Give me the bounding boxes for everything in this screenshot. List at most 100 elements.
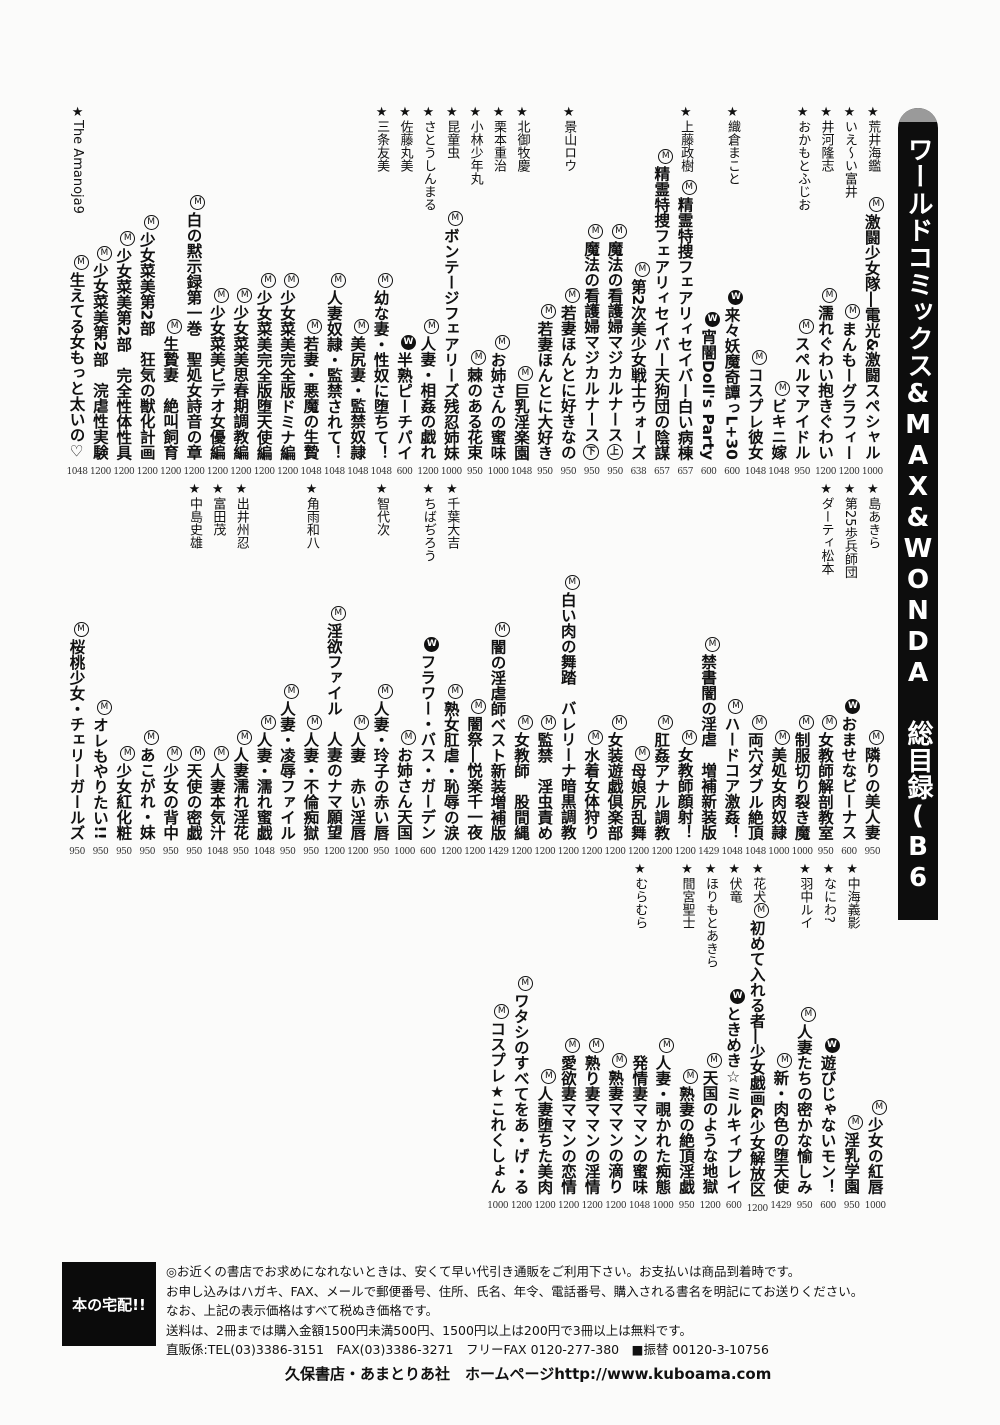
book-price: 1200 [651,847,673,857]
book-title-text: お姉さんの蜜味 [488,351,507,461]
catalog-entry: M愛欲妻ママンの恋情 1200 [557,862,581,1214]
catalog-entry: M 熟妻ママンの滴り 1200 [604,862,628,1214]
max-label-icon: M [471,350,487,365]
book-title-text: 女装遊戯倶楽部 [605,731,624,841]
book-title: M精霊特捜フェアリィセイバー白い病棟 [674,179,697,460]
catalog-entry: M熟り妻ママンの淫情 1200 [580,862,604,1214]
book-title: M スペルマアイドル [791,319,814,460]
book-title-text: 人妻奴隷・監禁されて！ [324,289,343,461]
catalog-entry: ★三条友美 M幼な妻・性奴に堕ちて！ 1048 [369,105,393,480]
book-price: 1048 [744,467,766,477]
catalog-entry: ★千葉大吉 M熟女肛虐・恥辱の涙 1200 [440,482,463,860]
book-title: M少女菜美完全版ドミナ編 [276,272,300,460]
book-title-text: 制服切り裂き魔 [792,731,811,841]
catalog-entry: M両穴ダブル絶頂 1048 [744,482,767,860]
catalog-entry: ★荒井海鑑 M激闘少女隊―電光&激闘スペシャル 1000 [861,105,884,480]
author-name: ★ほりもとあきら [703,862,719,968]
book-price: 950 [303,847,319,857]
book-price: 1048 [66,467,88,477]
book-title: M ビキニ嫁 [767,381,791,460]
max-label-icon: M [868,196,884,212]
book-title-text: 美処女肉奴隷 [769,747,788,840]
catalog-entry: M若妻ほんとに大好き 950 [533,105,557,480]
catalog-entry: M肛姦アナル調教 1200 [650,482,674,860]
catalog-entry: M 少女菜美思春期調教編 1200 [229,105,253,480]
book-price: 1200 [417,467,439,477]
book-price: 1048 [253,847,275,857]
max-label-icon: M [517,714,533,730]
book-price: 600 [724,467,740,477]
catalog-entry: ★いえ～い富井 Mまんもーグラフィー 1200 [837,105,861,480]
catalog-entry: M 美尻妻・監禁奴隷 1048 [346,105,370,480]
max-label-icon: M [564,575,580,590]
book-price: 1000 [652,1201,674,1211]
book-price: 1200 [510,1201,532,1211]
book-price: 950 [92,847,109,857]
book-title-text: 水着女体狩り [582,747,601,840]
catalog-entry: ★羽中ルイ M人妻たちの密かな愉しみ 950 [793,862,817,1214]
book-price: 1048 [510,467,532,477]
book-price: 600 [420,847,436,857]
book-price: 600 [700,467,717,477]
author-name: ★小林少年丸 [467,105,483,185]
max-label-icon: M [706,1053,722,1068]
max-label-icon: M [424,319,440,334]
book-title-text: 禁書闇の淫虐 増補新装版 [699,654,718,840]
book-price: 950 [796,1201,813,1211]
book-title: M若妻ほんとに大好き [533,303,557,461]
book-price: 1200 [581,1201,603,1211]
book-title-text: 白い肉の舞踏 バレリーナ暗黒調教 [558,592,577,840]
book-title: M闇の淫虐師ベスト新装増補版 [487,621,510,840]
max-label-icon: M [871,1099,887,1115]
wonda-label-icon: W [705,311,721,327]
book-title-text: 人妻濡れ淫花 [231,747,250,840]
book-price: 1200 [160,467,182,477]
book-title: M両穴ダブル絶頂 [744,714,767,840]
book-price: 1200 [534,1201,556,1211]
book-title: M人妻・不倫痴獄 [299,714,323,840]
author-name: ★伏竜 [726,862,742,903]
catalog-entry: M 少女菜美ビデオ女優編 1200 [206,105,229,480]
book-title: M 濡れぐわい抱きぐわい [814,288,838,460]
book-price: 638 [630,467,647,477]
book-title: M肛姦アナル調教 [650,714,674,841]
catalog-entry: M少女紅化粧 950 [112,482,136,860]
book-title-text: あこがれ・妹 [137,747,156,840]
catalog-entry: M精霊特捜フェアリィセイバー天狗団の陰謀 657 [650,105,674,480]
catalog-title: ワールドコミックス&MAX&WONDA 総目録(B6判) [903,136,933,894]
max-label-icon: M [728,699,744,714]
book-title-text: 女教師 股間縄 [511,731,530,841]
book-price: 1048 [628,1201,650,1211]
max-label-icon: M [447,210,463,226]
max-label-icon: M [541,1068,557,1084]
max-label-icon: M [753,903,769,918]
book-title: M桜桃少女・チェリーガールズ [66,621,89,840]
book-title-text: 闇祭―悦楽千一夜 [465,716,484,840]
book-title-text: 人妻 赤い淫唇 [348,731,367,841]
book-title: W遊びじゃないモン！ [817,1037,840,1194]
book-price: 600 [725,1201,742,1211]
book-title-text: 監禁 淫虫責め [535,731,554,841]
catalog-entry: ★ちばぢろう W フラワー・バス・ガーデン 600 [416,482,440,860]
catalog-entry: M監禁 淫虫責め 1200 [533,482,557,860]
max-label-icon: M [213,288,229,303]
max-label-icon: M [751,714,767,730]
book-title: M 天国のような地獄 [699,1053,722,1194]
catalog-entry: ★富田茂 M人妻本気汁 1048 [206,482,229,860]
book-title-text: 肛姦アナル調教 [652,731,671,841]
catalog-entry: M人妻・覗かれた痴態 1000 [651,862,675,1214]
book-price: 600 [396,467,413,477]
max-label-icon: M [190,745,206,761]
book-title-text: 白の黙示録第一巻 聖処女詩音の章 [184,212,203,460]
book-title: M女装遊戯倶楽部 [604,714,627,841]
book-price: 1000 [864,1201,886,1211]
max-label-icon: M [354,319,370,334]
catalog-entry: ★花犬 M 初めて入れる者―少女戯画&少女解放区 1200 [745,862,769,1214]
catalog-entry: M第2次美少女戦士ウォーズ 638 [627,105,650,480]
catalog-entry: ★井河隆志 M 濡れぐわい抱きぐわい 1200 [814,105,838,480]
book-title-text: 少女紅化粧 [114,762,133,841]
book-title-text: 若妻ほんとに大好き [535,320,554,461]
max-label-icon: M [588,1037,604,1053]
catalog-entry: M 生贄妻 絶叫飼育 1200 [159,105,183,480]
catalog-entry: ★第25歩兵師団 W おませなビーナス 600 [837,482,861,860]
